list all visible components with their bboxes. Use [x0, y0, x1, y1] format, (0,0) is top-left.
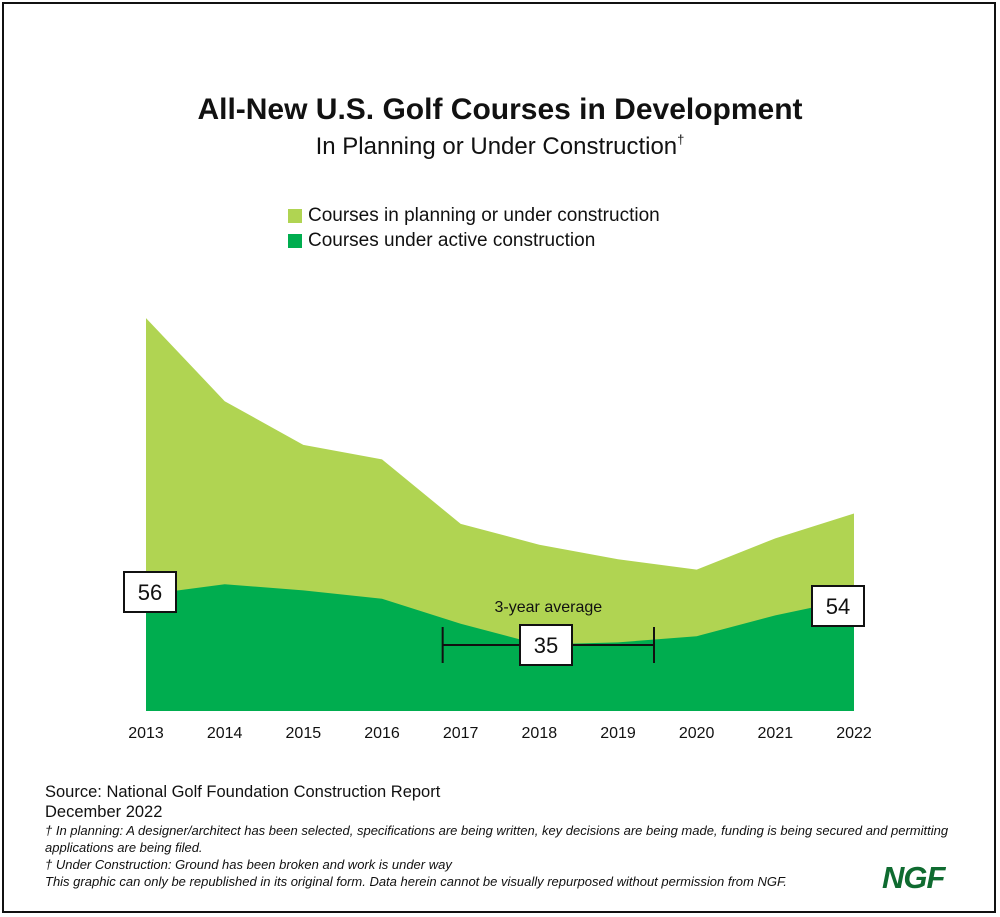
legend-item-planning: Courses in planning or under constructio…: [288, 203, 660, 228]
legend-item-construction: Courses under active construction: [288, 228, 660, 253]
value-label-2022: 54: [826, 594, 850, 619]
value-box-2022: [811, 585, 865, 627]
chart-subtitle: In Planning or Under Construction†: [0, 132, 1000, 161]
x-tick-label-2022: 2022: [836, 725, 872, 742]
x-tick-label-2020: 2020: [679, 725, 715, 742]
subtitle-dagger: †: [677, 132, 685, 147]
chart-footer: Source: National Golf Foundation Constru…: [45, 782, 975, 890]
x-tick-label-2014: 2014: [207, 725, 243, 742]
chart-legend: Courses in planning or under constructio…: [288, 203, 660, 253]
source-line: Source: National Golf Foundation Constru…: [45, 783, 441, 801]
note-rights: This graphic can only be republished in …: [45, 874, 787, 889]
x-tick-label-2021: 2021: [758, 725, 794, 742]
x-tick-label-2019: 2019: [600, 725, 636, 742]
value-label-2018: 35: [534, 633, 558, 658]
subtitle-text: In Planning or Under Construction: [315, 133, 678, 160]
x-tick-label-2016: 2016: [364, 725, 400, 742]
date-line: December 2022: [45, 803, 163, 821]
chart-title: All-New U.S. Golf Courses in Development: [197, 93, 803, 126]
x-tick-label-2017: 2017: [443, 725, 479, 742]
legend-swatch-construction: [288, 233, 302, 248]
x-tick-label-2015: 2015: [286, 725, 322, 742]
x-tick-label-2013: 2013: [128, 725, 164, 742]
ngf-logo: NGF: [882, 860, 945, 895]
value-label-2013: 56: [138, 580, 162, 605]
area-construction: [146, 584, 854, 711]
legend-label-construction: Courses under active construction: [308, 229, 596, 251]
legend-label-planning: Courses in planning or under constructio…: [308, 204, 660, 226]
value-box-2013: [123, 571, 177, 613]
note-planning: † In planning: A designer/architect has …: [45, 823, 949, 855]
average-bracket-label: 3-year average: [495, 599, 603, 616]
x-tick-label-2018: 2018: [522, 725, 558, 742]
value-box-2018: [519, 624, 573, 666]
legend-swatch-planning: [288, 208, 302, 223]
note-construction: † Under Construction: Ground has been br…: [45, 857, 452, 872]
